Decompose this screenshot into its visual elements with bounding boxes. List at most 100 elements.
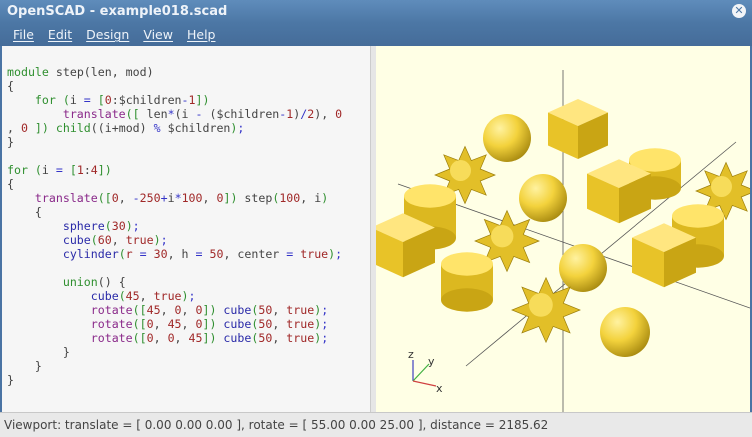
code-token: ; [160,233,168,247]
code-token: , [7,121,21,135]
code-token: = [55,163,70,177]
code-token: 250 [139,191,161,205]
status-bar: Viewport: translate = [ 0.00 0.00 0.00 ]… [0,412,752,437]
code-token: 0 [167,331,175,345]
code-token: , i [300,191,322,205]
code-line[interactable]: for (i = [1:4]) [7,163,342,177]
scene: z y x [376,70,750,412]
sphere-object [559,244,607,292]
code-token: 1 [188,93,196,107]
code-line[interactable]: rotate([45, 0, 0]) cube(50, true); [7,303,342,317]
code-token: - [132,191,140,205]
code-token: true [153,289,182,303]
code-token: child [48,121,91,135]
code-token: step [237,191,273,205]
code-token: , [202,191,217,205]
close-icon[interactable]: ✕ [732,4,746,18]
code-token: [ [69,163,77,177]
title-bar: OpenSCAD - example018.scad ✕ [0,0,752,23]
code-token: ) [125,219,133,233]
code-token: rotate [7,317,133,331]
code-token: = [195,247,210,261]
code-token: cube [216,317,252,331]
code-token: 45 [125,289,140,303]
code-token: ) [181,289,189,303]
code-token: 0 [174,303,182,317]
code-token: } [7,135,14,149]
code-token: , [160,303,175,317]
code-token: ($children [209,107,280,121]
code-token: () { [97,275,126,289]
code-line[interactable]: } [7,135,342,149]
code-token: ([ [132,303,147,317]
code-token: 0 [195,303,203,317]
code-token: , [153,317,168,331]
code-line[interactable]: } [7,345,342,359]
code-editor[interactable]: module step(len, mod){ for (i = [0:$chil… [2,46,371,412]
code-token: 50 [209,247,224,261]
code-line[interactable]: { [7,79,342,93]
code-token: [ [97,93,105,107]
cube-object [632,223,696,288]
code-token: ([ [132,331,147,345]
code-line[interactable]: cube(60, true); [7,233,342,247]
code-line[interactable]: { [7,177,342,191]
code-token: = [286,247,301,261]
code-token: * [167,107,175,121]
menu-design[interactable]: Design [86,27,130,42]
code-token: ( [118,289,126,303]
3d-viewport[interactable]: z y x [376,46,750,412]
code-token: (i [174,107,196,121]
code-line[interactable]: cube(45, true); [7,289,342,303]
code-token: , [153,331,168,345]
code-line[interactable]: } [7,373,342,387]
code-token: ([ [97,191,112,205]
code-token: i [41,163,56,177]
code-token: - [279,107,287,121]
code-line[interactable]: module step(len, mod) [7,65,342,79]
code-line[interactable] [7,261,342,275]
code-line[interactable]: for (i = [0:$children-1]) [7,93,342,107]
code-line[interactable]: translate([0, -250+i*100, 0]) step(100, … [7,191,342,205]
cube-object [376,213,435,278]
code-text[interactable]: module step(len, mod){ for (i = [0:$chil… [7,65,342,387]
code-token: 0 [146,331,154,345]
code-token: 45 [167,317,182,331]
code-token: { [7,79,14,93]
menu-file[interactable]: File [13,27,34,42]
code-token: ; [321,331,329,345]
code-line[interactable]: { [7,205,342,219]
code-token: sphere [7,219,105,233]
code-token: $children [167,121,231,135]
menu-help[interactable]: Help [186,27,216,42]
code-token: true [286,303,315,317]
code-line[interactable]: , 0 ]) child((i+mod) % $children); [7,121,342,135]
code-token: 50 [258,317,273,331]
code-line[interactable]: union() { [7,275,342,289]
code-token: ) [230,121,238,135]
code-line[interactable] [7,149,342,163]
code-token: 100 [181,191,203,205]
code-token: ([ [132,317,147,331]
code-token: ; [188,289,196,303]
code-token: ((i+mod) [90,121,154,135]
code-token: ]) [202,317,217,331]
code-token: cube [7,233,91,247]
code-token: 100 [279,191,301,205]
cylinder-object [441,252,493,312]
code-line[interactable]: translate([ len*(i - ($children-1)/2), 0 [7,107,342,121]
code-token: i [167,191,175,205]
code-token: { [7,205,42,219]
menu-edit[interactable]: Edit [47,27,73,42]
code-token: translate [7,107,126,121]
splitter-handle[interactable] [371,46,376,412]
code-line[interactable]: sphere(30); [7,219,342,233]
code-line[interactable]: } [7,359,342,373]
code-token: step(len, mod) [55,65,154,79]
code-line[interactable]: rotate([0, 0, 45]) cube(50, true); [7,331,342,345]
code-token: = [83,93,98,107]
menu-view[interactable]: View [143,27,173,42]
code-line[interactable]: cylinder(r = 30, h = 50, center = true); [7,247,342,261]
code-token: * [174,191,182,205]
code-line[interactable]: rotate([0, 45, 0]) cube(50, true); [7,317,342,331]
